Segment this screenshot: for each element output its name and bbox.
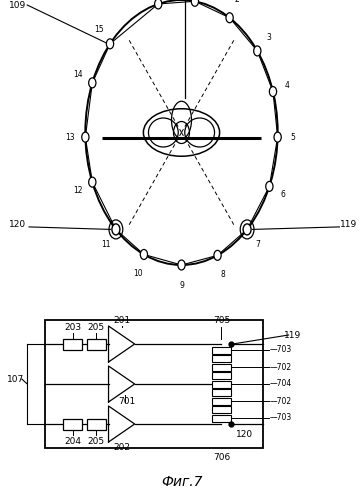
Circle shape [82, 132, 89, 142]
Text: 107: 107 [7, 374, 25, 384]
Bar [87, 338, 106, 349]
Bar [212, 346, 231, 354]
Bar [63, 418, 82, 430]
Text: 202: 202 [113, 443, 130, 452]
Text: 119: 119 [340, 220, 358, 229]
Text: 120: 120 [236, 430, 253, 439]
Text: 12: 12 [73, 186, 83, 194]
Text: —704: —704 [269, 380, 291, 388]
Text: 11: 11 [101, 240, 110, 250]
Text: 203: 203 [64, 322, 81, 332]
Text: 705: 705 [213, 316, 230, 325]
Text: 205: 205 [87, 436, 105, 446]
Text: 5: 5 [290, 134, 295, 142]
Circle shape [226, 13, 233, 23]
Text: 120: 120 [9, 220, 26, 229]
Text: 119: 119 [284, 330, 301, 340]
Text: 204: 204 [64, 436, 81, 446]
Text: 4: 4 [285, 80, 290, 90]
Text: 205: 205 [87, 322, 105, 332]
Bar [212, 389, 231, 396]
Bar [212, 398, 231, 404]
Circle shape [214, 250, 221, 260]
Text: —702: —702 [269, 396, 291, 406]
Text: 6: 6 [281, 190, 286, 200]
Bar [212, 364, 231, 370]
Bar [212, 380, 231, 388]
Circle shape [254, 46, 261, 56]
Circle shape [89, 177, 96, 187]
Text: 13: 13 [65, 134, 75, 142]
Bar [87, 418, 106, 430]
Text: 10: 10 [133, 270, 143, 278]
Bar [63, 338, 82, 349]
Circle shape [155, 0, 162, 9]
Text: —703: —703 [269, 414, 291, 422]
Bar [212, 414, 231, 422]
Bar [45, 320, 263, 448]
Text: 3: 3 [267, 34, 272, 42]
Circle shape [106, 39, 114, 49]
Bar [212, 355, 231, 362]
Circle shape [269, 86, 277, 97]
Circle shape [178, 260, 185, 270]
Circle shape [140, 250, 147, 260]
Text: 15: 15 [94, 26, 103, 35]
Bar [212, 406, 231, 413]
Text: 109: 109 [9, 0, 26, 10]
Text: 8: 8 [221, 270, 226, 280]
Text: 2: 2 [235, 0, 240, 4]
Text: 201: 201 [113, 316, 130, 325]
Circle shape [191, 0, 199, 6]
Text: —702: —702 [269, 362, 291, 372]
Text: 7: 7 [255, 240, 260, 250]
Text: 14: 14 [73, 70, 83, 80]
Text: 701: 701 [118, 396, 136, 406]
Text: Фиг.7: Фиг.7 [161, 475, 202, 489]
Text: 706: 706 [213, 454, 230, 462]
Circle shape [89, 78, 96, 88]
Bar [212, 372, 231, 379]
Text: —703: —703 [269, 346, 291, 354]
Circle shape [112, 224, 120, 235]
Circle shape [274, 132, 281, 142]
Text: 9: 9 [179, 282, 184, 290]
Circle shape [243, 224, 251, 235]
Circle shape [266, 182, 273, 192]
